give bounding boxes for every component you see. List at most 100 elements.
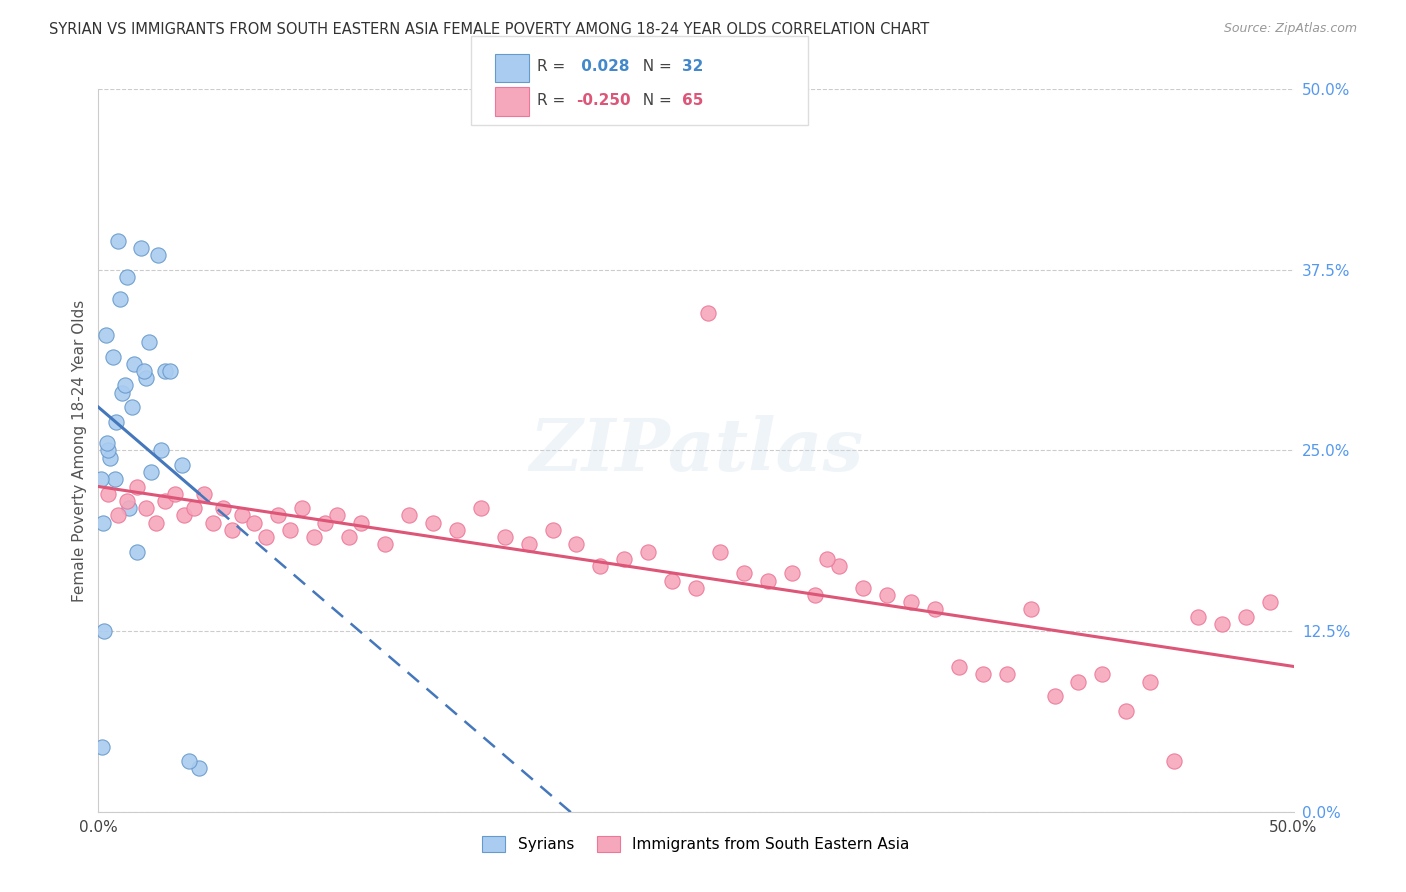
Point	[685, 581, 707, 595]
Point	[326, 508, 349, 523]
Point	[98, 450, 122, 465]
Point	[900, 595, 922, 609]
Point	[637, 544, 659, 558]
Point	[94, 327, 117, 342]
Point	[131, 241, 153, 255]
Point	[173, 508, 195, 523]
Text: ZIPatlas: ZIPatlas	[529, 415, 863, 486]
Point	[517, 537, 540, 551]
Point	[470, 501, 492, 516]
Text: 32: 32	[682, 60, 703, 74]
Point	[97, 487, 120, 501]
Point	[155, 494, 177, 508]
Point	[697, 306, 720, 320]
Point	[1211, 616, 1233, 631]
Point	[107, 508, 129, 523]
Point	[756, 574, 779, 588]
Point	[613, 551, 636, 566]
Point	[1258, 595, 1281, 609]
Point	[1139, 674, 1161, 689]
Point	[132, 364, 155, 378]
Text: 0.028: 0.028	[576, 60, 630, 74]
Point	[315, 516, 337, 530]
Point	[90, 472, 112, 486]
Point	[924, 602, 946, 616]
Point	[565, 537, 588, 551]
Point	[91, 516, 114, 530]
Point	[139, 465, 162, 479]
Point	[1163, 754, 1185, 768]
Legend: Syrians, Immigrants from South Eastern Asia: Syrians, Immigrants from South Eastern A…	[477, 830, 915, 858]
Point	[125, 544, 148, 558]
Point	[422, 516, 444, 530]
Point	[1067, 674, 1090, 689]
Point	[291, 501, 314, 516]
Point	[111, 385, 134, 400]
Text: N =: N =	[633, 93, 676, 108]
Point	[494, 530, 516, 544]
Point	[661, 574, 683, 588]
Point	[193, 487, 215, 501]
Point	[1019, 602, 1042, 616]
Point	[339, 530, 361, 544]
Point	[589, 559, 612, 574]
Point	[183, 501, 205, 516]
Point	[163, 487, 186, 501]
Point	[97, 443, 120, 458]
Point	[202, 516, 225, 530]
Point	[125, 480, 148, 494]
Point	[114, 378, 136, 392]
Text: SYRIAN VS IMMIGRANTS FROM SOUTH EASTERN ASIA FEMALE POVERTY AMONG 18-24 YEAR OLD: SYRIAN VS IMMIGRANTS FROM SOUTH EASTERN …	[49, 22, 929, 37]
Point	[107, 234, 129, 248]
Point	[115, 270, 138, 285]
Point	[211, 501, 233, 516]
Point	[104, 472, 127, 486]
Point	[124, 357, 146, 371]
Point	[118, 501, 141, 516]
Text: N =: N =	[633, 60, 676, 74]
Point	[267, 508, 290, 523]
Point	[1115, 704, 1137, 718]
Point	[221, 523, 243, 537]
Point	[709, 544, 731, 558]
Point	[135, 501, 157, 516]
Point	[278, 523, 301, 537]
Text: Source: ZipAtlas.com: Source: ZipAtlas.com	[1223, 22, 1357, 36]
Point	[159, 364, 181, 378]
Point	[115, 494, 138, 508]
Point	[145, 516, 167, 530]
Point	[948, 660, 970, 674]
Point	[91, 739, 114, 754]
Point	[93, 624, 115, 639]
Point	[972, 667, 994, 681]
Point	[1187, 609, 1209, 624]
Point	[817, 551, 839, 566]
Text: 65: 65	[682, 93, 703, 108]
Point	[1091, 667, 1114, 681]
Text: -0.250: -0.250	[576, 93, 631, 108]
Point	[231, 508, 253, 523]
Point	[138, 334, 160, 349]
Text: R =: R =	[537, 60, 571, 74]
Point	[96, 436, 118, 450]
Point	[172, 458, 194, 472]
Point	[254, 530, 277, 544]
Point	[1043, 689, 1066, 703]
Point	[828, 559, 851, 574]
Point	[155, 364, 177, 378]
Text: R =: R =	[537, 93, 571, 108]
Point	[149, 443, 172, 458]
Point	[876, 588, 898, 602]
Point	[1234, 609, 1257, 624]
Point	[350, 516, 373, 530]
Point	[105, 415, 128, 429]
Point	[121, 400, 143, 414]
Point	[852, 581, 875, 595]
Point	[302, 530, 325, 544]
Y-axis label: Female Poverty Among 18-24 Year Olds: Female Poverty Among 18-24 Year Olds	[72, 300, 87, 601]
Point	[243, 516, 266, 530]
Point	[108, 292, 131, 306]
Point	[804, 588, 827, 602]
Point	[374, 537, 396, 551]
Point	[148, 248, 170, 262]
